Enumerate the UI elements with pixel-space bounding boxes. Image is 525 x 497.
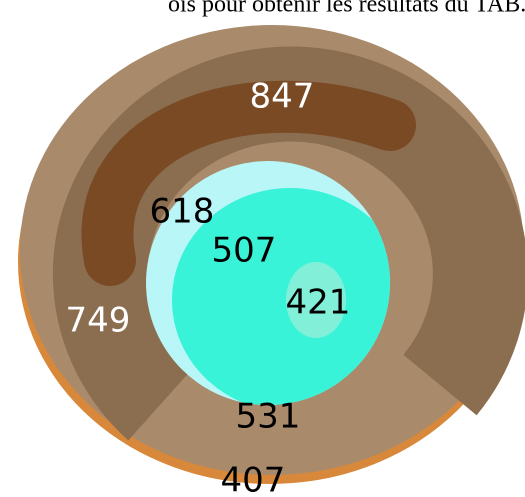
region-label: 407 <box>221 461 286 497</box>
region-label: 421 <box>286 283 351 323</box>
diagram: ois pour obtenir les résultats du TAB.1 … <box>0 0 525 497</box>
region-label: 507 <box>212 231 277 271</box>
region-label: 531 <box>236 397 301 437</box>
region-label: 847 <box>250 77 315 117</box>
page: ois pour obtenir les résultats du TAB.1 … <box>0 0 525 497</box>
region-label: 749 <box>66 301 131 341</box>
region-label: 618 <box>150 192 215 232</box>
caption: ois pour obtenir les résultats du TAB.1 … <box>168 0 525 18</box>
